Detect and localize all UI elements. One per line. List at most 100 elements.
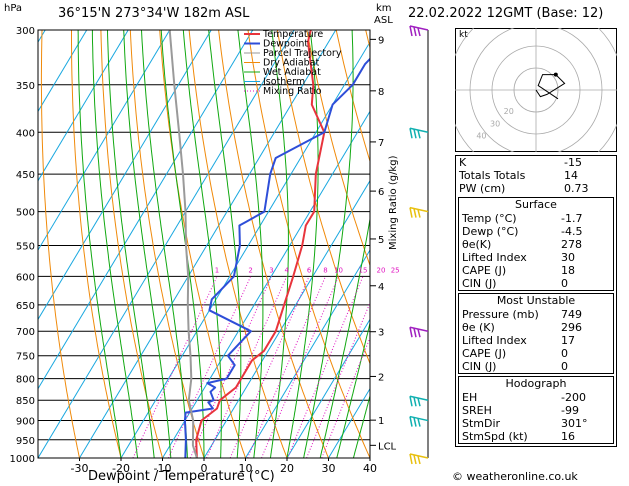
indices-table: K -15 Totals Totals 14 PW (cm) 0.73 Surf…	[455, 155, 617, 447]
pressure-tick-label: 600	[16, 272, 35, 283]
hodograph-stat-row: StmSpd (kt) 16	[459, 430, 613, 443]
wind-barb-flag	[409, 416, 413, 427]
copyright-text: © weatheronline.co.uk	[452, 470, 578, 483]
pressure-tick-label: 800	[16, 375, 35, 386]
hodograph-title: Hodograph	[505, 377, 567, 390]
mixing-ratio-line	[261, 276, 339, 458]
temperature-tick-label: 20	[280, 462, 294, 475]
hodograph-storm-marker	[553, 72, 558, 77]
temperature-tick-label: 10	[239, 462, 253, 475]
most-unstable-row-value: 17	[561, 334, 575, 347]
precipitable-water-value: 0.73	[564, 182, 589, 195]
k-index-value: -15	[564, 156, 582, 169]
precipitable-water-row: PW (cm) 0.73	[456, 182, 616, 195]
isotherm-line	[203, 179, 370, 458]
datetime-title: 22.02.2022 12GMT (Base: 12)	[408, 6, 604, 21]
mixing-ratio-line	[189, 276, 272, 458]
temperature-series-line	[195, 30, 326, 458]
mixing-ratio-line	[247, 276, 326, 458]
dry-adiabat-line	[335, 30, 370, 163]
wet-adiabat-line	[107, 30, 155, 458]
most-unstable-title: Most Unstable	[496, 294, 576, 307]
wind-barb-flag	[417, 329, 421, 338]
mixing-ratio-label: 15	[359, 266, 368, 274]
surface-title: Surface	[515, 198, 557, 211]
wind-barb-flag	[413, 397, 417, 407]
pressure-tick-label: 300	[16, 26, 35, 37]
surface-row-value: 18	[561, 264, 575, 277]
wind-barb-flag	[409, 25, 413, 37]
legend-label: Isotherm	[263, 77, 305, 88]
hodograph-stat-row: StmDir 301°	[459, 417, 613, 430]
hodograph-stat-row-value: 16	[561, 430, 575, 443]
temperature-tick-label: 40	[363, 462, 377, 475]
mixing-ratio-label: 4	[284, 266, 289, 274]
pressure-unit-label: hPa	[4, 3, 23, 14]
height-tick-label: 1	[378, 416, 384, 427]
wind-barb-flag	[413, 129, 417, 139]
hodograph-section: Hodograph EH -200 SREH -99 StmDir 301° StmSpd …	[458, 376, 614, 444]
mixing-ratio-label: 3	[269, 266, 273, 274]
most-unstable-row-label: CAPE (J)	[462, 347, 507, 360]
most-unstable-row: θe (K) 296	[459, 321, 613, 334]
pressure-tick-label: 700	[16, 327, 35, 338]
hodograph-stat-row-label: SREH	[462, 404, 492, 417]
hodograph-stat-row: SREH -99	[459, 404, 613, 417]
hodograph-stat-row-label: StmSpd (kt)	[462, 430, 528, 443]
surface-row: Lifted Index 30	[459, 251, 613, 264]
hodograph-stat-row-label: StmDir	[462, 417, 501, 430]
mixing-ratio-label: 20	[376, 266, 385, 274]
height-tick-label: 8	[378, 87, 384, 98]
most-unstable-row-value: 0	[561, 347, 568, 360]
surface-row: CAPE (J) 18	[459, 264, 613, 277]
wet-adiabat-line	[319, 216, 370, 458]
wind-barb	[409, 453, 429, 459]
wet-adiabat-line	[123, 30, 172, 458]
legend-label: Temperature	[262, 29, 323, 40]
surface-row-value: 278	[561, 238, 582, 251]
pressure-tick-label: 850	[16, 396, 35, 407]
mixing-ratio-axis-label: Mixing Ratio (g/kg)	[388, 155, 399, 250]
most-unstable-row-label: θe (K)	[462, 321, 495, 334]
wind-barb-flag	[413, 454, 417, 465]
hodograph-unit-label: kt	[459, 30, 468, 40]
isotherm-line	[120, 41, 370, 458]
isotherm-line	[0, 30, 4, 458]
height-tick-label: 7	[378, 138, 384, 149]
legend-label: Mixing Ratio	[263, 86, 322, 97]
mixing-ratio-label: 8	[323, 266, 327, 274]
wet-adiabat-line	[269, 30, 289, 458]
height-asl-label: ASL	[374, 15, 393, 26]
totals-totals-value: 14	[564, 169, 578, 182]
dry-adiabat-line	[247, 30, 370, 458]
most-unstable-row: CAPE (J) 0	[459, 347, 613, 360]
isotherm-line	[38, 30, 171, 252]
hodograph-stat-row-value: -200	[561, 391, 586, 404]
wind-barb-flag	[409, 327, 413, 338]
legend-label: Parcel Trajectory	[263, 48, 342, 59]
hodograph-stat-row: EH -200	[459, 391, 613, 404]
dry-adiabat-line	[40, 30, 80, 458]
wind-barb-flag	[409, 396, 413, 407]
surface-row: CIN (J) 0	[459, 277, 613, 290]
pressure-tick-label: 450	[16, 170, 35, 181]
dry-adiabat-line	[129, 30, 205, 458]
k-index-label: K	[459, 156, 467, 169]
wind-barb	[409, 415, 429, 422]
wind-barb-flag	[413, 208, 417, 218]
most-unstable-row-label: Lifted Index	[462, 334, 527, 347]
surface-row-label: Dewp (°C)	[462, 225, 519, 238]
height-unit-label: km	[376, 3, 392, 14]
wind-barb	[409, 206, 429, 213]
hodograph-ring-label: 30	[490, 119, 500, 128]
mixing-ratio-line	[132, 276, 218, 458]
surface-row-value: -1.7	[561, 212, 583, 225]
legend-label: Dewpoint	[263, 39, 308, 50]
pressure-tick-label: 950	[16, 436, 35, 447]
height-tick-label: 2	[378, 372, 384, 383]
dewpoint-series-line	[183, 57, 370, 458]
wind-barb	[409, 127, 429, 134]
isotherm-line	[38, 30, 129, 182]
wet-adiabat-line	[77, 30, 122, 458]
